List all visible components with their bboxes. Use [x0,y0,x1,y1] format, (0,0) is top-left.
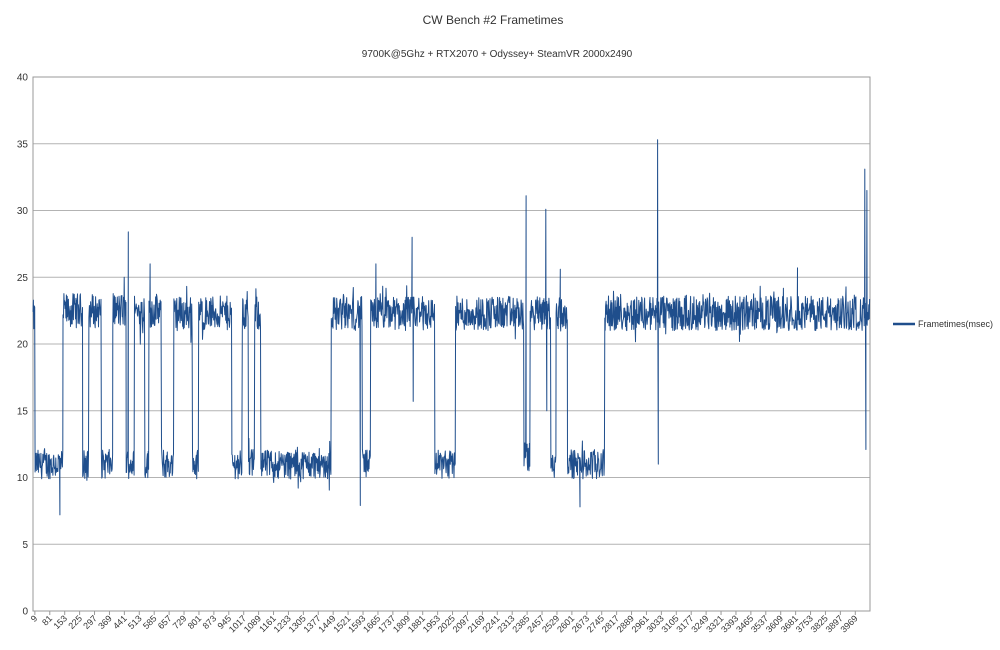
y-axis-ticks: 0 5 10 15 20 25 30 35 40 [17,73,29,618]
x-tick-label: 513 [126,613,144,631]
y-tick-label: 10 [17,473,29,484]
x-tick-label: 9 [29,613,40,624]
chart-subtitle: 9700K@5Ghz + RTX2070 + Odyssey+ SteamVR … [362,49,633,60]
x-tick-label: 657 [156,613,174,631]
y-tick-label: 20 [17,340,29,351]
series-layer [32,139,871,516]
x-tick-label: 729 [171,613,189,631]
x-tick-label: 153 [51,613,69,631]
y-tick-label: 25 [17,273,29,284]
series-line-frametimes [32,139,871,516]
y-tick-label: 0 [22,607,28,618]
x-tick-label: 801 [186,613,204,631]
y-tick-label: 40 [17,73,29,84]
legend: Frametimes(msec) [893,319,993,329]
x-tick-label: 441 [111,613,129,631]
y-tick-label: 35 [17,139,29,150]
gridlines [33,76,870,612]
x-tick-label: 225 [66,613,84,631]
y-tick-label: 30 [17,206,29,217]
x-tick-label: 297 [81,613,99,631]
x-axis-ticks: 9 811532252973694415135856577298018739451… [29,611,860,635]
x-tick-label: 873 [201,613,219,631]
plot-area [32,76,871,612]
x-tick-label: 585 [141,613,159,631]
legend-label: Frametimes(msec) [918,319,993,329]
x-tick-label: 3969 [838,613,859,634]
y-tick-label: 15 [17,406,29,417]
x-tick-label: 369 [96,613,114,631]
y-tick-label: 5 [22,540,28,551]
chart-title: CW Bench #2 Frametimes [423,13,564,27]
